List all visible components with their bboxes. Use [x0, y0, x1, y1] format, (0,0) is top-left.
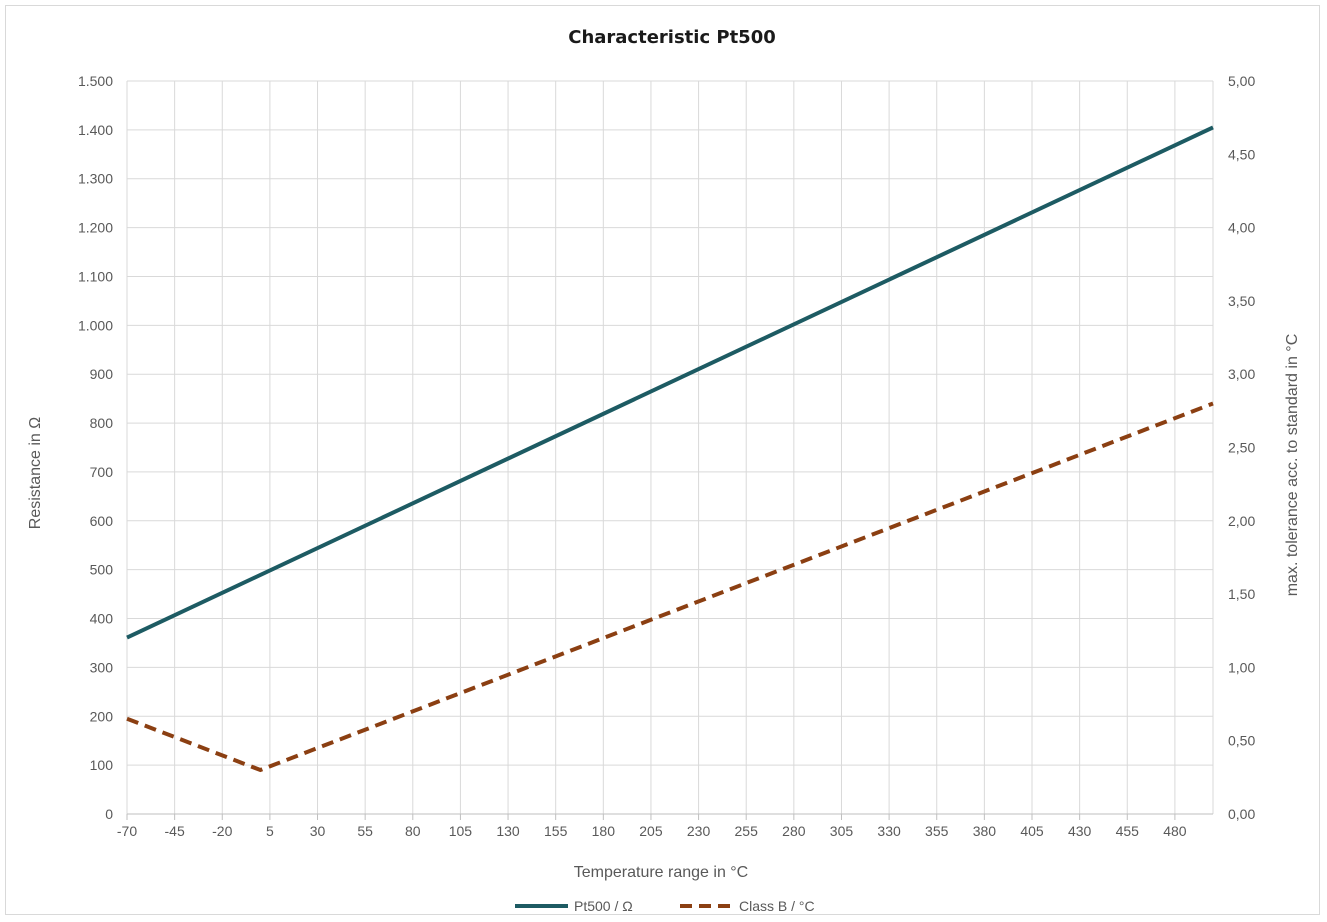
legend-label: Class B / °C	[739, 898, 815, 914]
x-tick-label: 355	[925, 823, 949, 839]
y2-tick-label: 3,50	[1228, 293, 1255, 309]
y-tick-label: 400	[90, 611, 114, 627]
y2-tick-label: 4,50	[1228, 146, 1255, 162]
x-tick-label: 330	[877, 823, 901, 839]
y-tick-label: 100	[90, 757, 114, 773]
x-tick-label: -20	[212, 823, 232, 839]
x-tick-label: 230	[687, 823, 711, 839]
x-tick-label: -45	[165, 823, 185, 839]
y-tick-label: 1.400	[78, 122, 113, 138]
y2-tick-label: 1,00	[1228, 659, 1255, 675]
x-tick-label: 255	[735, 823, 759, 839]
chart-title: Characteristic Pt500	[568, 27, 776, 48]
series-line-pt500	[126, 125, 1214, 640]
y-tick-label: 300	[90, 659, 114, 675]
y-tick-label: 900	[90, 366, 114, 382]
series-line-class-b	[126, 401, 1214, 773]
y2-axis-label: max. tolerance acc. to standard in °C	[1284, 334, 1301, 597]
x-tick-label: 430	[1068, 823, 1092, 839]
x-tick-label: 480	[1163, 823, 1187, 839]
x-tick-label: 130	[496, 823, 520, 839]
series-lines	[126, 125, 1214, 773]
y2-tick-label: 1,50	[1228, 586, 1255, 602]
x-tick-label: 80	[405, 823, 421, 839]
x-tick-label: 405	[1020, 823, 1044, 839]
x-tick-label: 5	[266, 823, 274, 839]
x-tick-label: 55	[357, 823, 373, 839]
y2-tick-label: 0,50	[1228, 733, 1255, 749]
x-tick-label: 305	[830, 823, 854, 839]
x-axis-ticks: -70 -45 -20 5 30 55 80 105 130 155 180 205 230 255 280…	[117, 823, 1187, 839]
x-axis-label: Temperature range in °C	[574, 864, 748, 881]
y2-tick-label: 0,00	[1228, 806, 1255, 822]
y-axis-label: Resistance in Ω	[27, 417, 44, 529]
x-tick-label: 155	[544, 823, 568, 839]
y-tick-label: 800	[90, 415, 114, 431]
x-tick-label: 105	[449, 823, 473, 839]
x-tick-label: 180	[592, 823, 616, 839]
x-tick-label: 380	[973, 823, 997, 839]
y-tick-label: 1.500	[78, 73, 113, 89]
y-tick-label: 1.100	[78, 268, 113, 284]
y-tick-label: 0	[105, 806, 113, 822]
y-tick-label: 600	[90, 513, 114, 529]
legend-label: Pt500 / Ω	[574, 898, 633, 914]
y2-tick-label: 3,00	[1228, 366, 1255, 382]
y2-tick-label: 5,00	[1228, 73, 1255, 89]
y-tick-label: 1.300	[78, 171, 113, 187]
gridlines	[126, 80, 1214, 820]
y-tick-label: 1.000	[78, 317, 113, 333]
legend: Pt500 / Ω Class B / °C	[515, 898, 815, 914]
x-tick-label: 455	[1116, 823, 1140, 839]
y-tick-label: 200	[90, 708, 114, 724]
y2-axis-ticks: 0,00 0,50 1,00 1,50 2,00 2,50 3,00 3,50 4,00 4,50…	[1228, 73, 1255, 822]
chart-frame	[5, 5, 1320, 915]
y2-tick-label: 2,50	[1228, 440, 1255, 456]
y-axis-ticks: 0 100 200 300 400 500 600 700 800 900 1.000 1.100 1.…	[78, 73, 113, 822]
y-tick-label: 500	[90, 562, 114, 578]
x-tick-label: 205	[639, 823, 663, 839]
x-tick-label: 30	[310, 823, 326, 839]
y2-tick-label: 2,00	[1228, 513, 1255, 529]
x-tick-label: 280	[782, 823, 806, 839]
y-tick-label: 700	[90, 464, 114, 480]
y-tick-label: 1.200	[78, 220, 113, 236]
x-tick-label: -70	[117, 823, 137, 839]
y2-tick-label: 4,00	[1228, 220, 1255, 236]
